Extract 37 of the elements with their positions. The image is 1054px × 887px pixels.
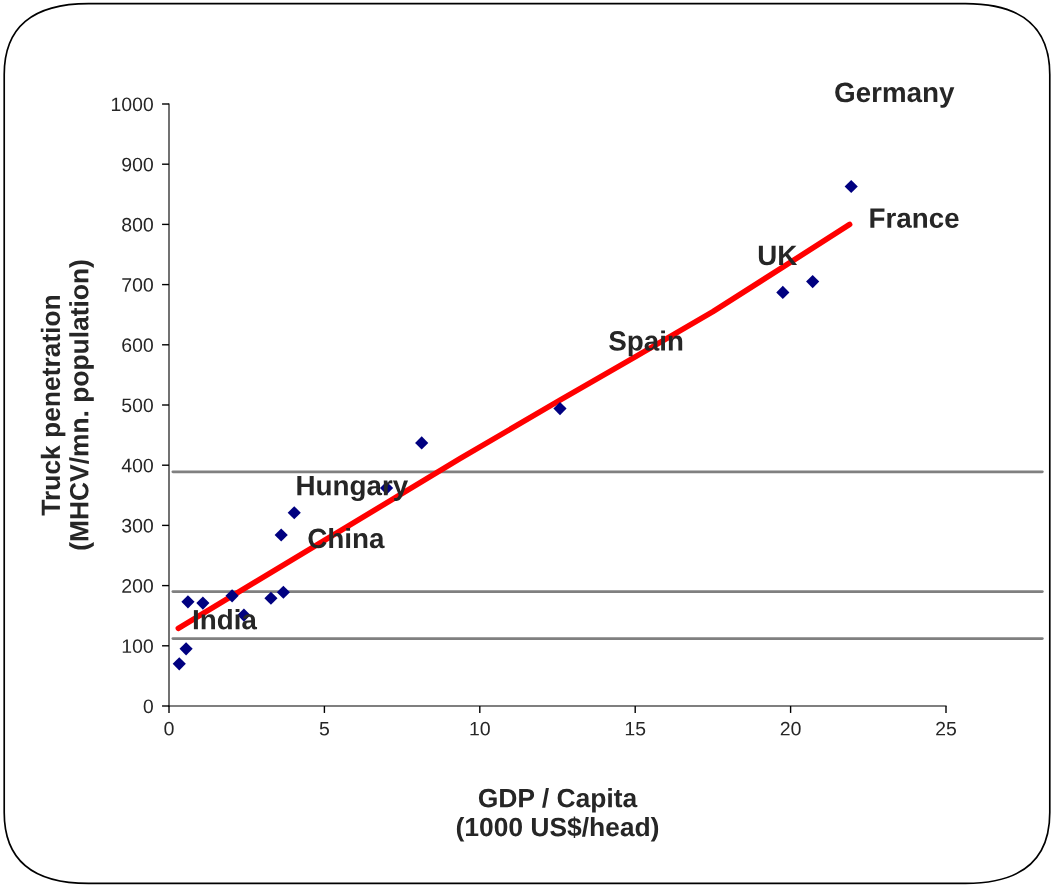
point <box>553 402 567 416</box>
y-tick-label: 300 <box>122 518 153 533</box>
annotation: Germany <box>835 82 955 108</box>
x-tick-label: 15 <box>625 721 646 736</box>
y-tick-label: 200 <box>122 579 153 593</box>
y-tick-label: 100 <box>122 639 153 654</box>
y-tick-label: 500 <box>122 398 153 413</box>
y-tick-label: 800 <box>122 217 153 232</box>
x-tick-label: 5 <box>319 721 329 736</box>
y-tick-label: 1000 <box>111 97 153 112</box>
point <box>172 657 186 671</box>
point <box>276 585 290 599</box>
point <box>776 285 790 300</box>
y-tick-label: 700 <box>122 278 153 292</box>
x-tick-label: 10 <box>470 721 490 736</box>
y-tick-label: 400 <box>121 458 153 473</box>
point <box>181 595 195 609</box>
x-tick-label: 20 <box>780 721 801 736</box>
point <box>225 589 239 603</box>
x-tick-label: 25 <box>936 721 956 736</box>
point <box>806 275 820 289</box>
point <box>179 642 193 656</box>
y-axis-title: Truck penetration (MHCV/mn. population) <box>40 260 94 550</box>
y-tick-label: 0 <box>143 699 153 714</box>
point <box>844 179 858 194</box>
y-tick-label: 900 <box>122 157 153 172</box>
x-axis-title: GDP / Capita (1000 US$/head) <box>456 788 659 842</box>
point <box>415 436 429 450</box>
point <box>274 528 288 542</box>
annotation: UK <box>758 245 798 266</box>
annotation: France <box>870 208 959 228</box>
x-tick-label: 0 <box>164 721 174 736</box>
point <box>264 591 278 605</box>
y-tick-label: 600 <box>122 338 153 353</box>
annotation: India <box>193 609 258 630</box>
point <box>196 596 210 610</box>
point <box>287 506 301 520</box>
